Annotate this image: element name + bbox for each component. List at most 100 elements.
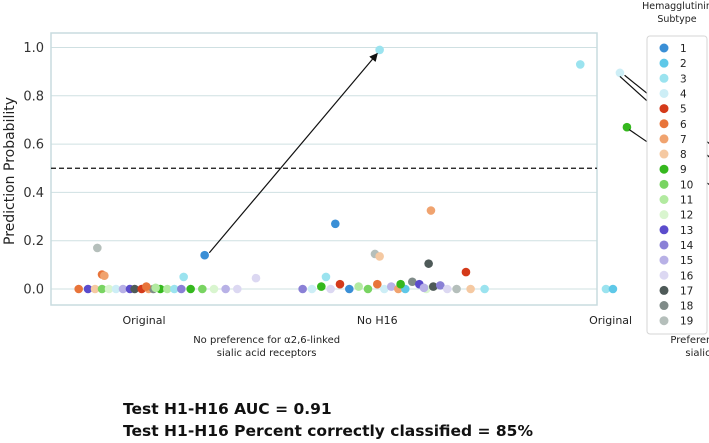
group-label-line1: No preference for α2,6-linked [193, 335, 340, 346]
data-point-h3 [601, 284, 611, 294]
auc-stat: Test H1-H16 AUC = 0.91 [123, 400, 332, 418]
data-point-h4 [307, 284, 317, 294]
data-point-h10 [97, 284, 107, 294]
legend-label: 7 [680, 134, 687, 146]
legend-label: 14 [680, 240, 694, 252]
data-point-h14 [298, 284, 307, 294]
y-tick-label: 0.4 [23, 186, 44, 201]
legend-marker [659, 270, 669, 280]
data-point-h6 [74, 284, 83, 294]
y-tick-labels: 0.0 0.2 0.4 0.6 0.8 1.0 [23, 41, 44, 298]
data-point-h8 [466, 284, 475, 294]
gridlines [51, 47, 597, 290]
legend-marker [659, 73, 669, 83]
legend-label: 5 [680, 104, 687, 116]
percent-correct-stat: Test H1-H16 Percent correctly classified… [123, 422, 533, 440]
data-point-h18 [407, 277, 417, 287]
data-point-h15 [118, 284, 128, 294]
data-point-h6 [373, 279, 382, 289]
legend-marker [659, 240, 669, 250]
legend-marker [659, 255, 669, 265]
legend: HemagglutininSubtype12345678910111213141… [642, 1, 709, 335]
data-point-h16 [251, 273, 261, 283]
data-point-h16 [326, 284, 335, 294]
data-point-h12 [209, 284, 219, 294]
data-point-h4 [615, 68, 625, 78]
group-label-line2: sialic acid receptors [685, 348, 709, 359]
y-tick-label: 0.2 [23, 234, 44, 249]
legend-label: 4 [680, 88, 687, 100]
legend-marker [659, 149, 669, 159]
data-point-h1 [331, 219, 340, 229]
legend-label: 17 [680, 285, 693, 297]
legend-label: 12 [680, 210, 693, 222]
group-label-line1: Preference for α2,6-linked [670, 335, 709, 346]
data-point-h11 [163, 284, 172, 294]
data-point-h5 [461, 267, 471, 277]
data-point-h16 [233, 284, 242, 294]
legend-label: 13 [680, 225, 693, 237]
group-label-line2: sialic acid receptors [217, 348, 317, 359]
category-label: Original [122, 314, 165, 327]
data-point-h12 [104, 284, 114, 294]
legend-label: 1 [680, 43, 687, 55]
data-point-h11 [354, 282, 363, 291]
legend-marker [659, 43, 669, 53]
data-point-h19 [452, 284, 461, 294]
data-point-h17 [428, 282, 438, 291]
legend-label: 9 [680, 164, 687, 176]
legend-title: Subtype [657, 14, 696, 25]
legend-marker [659, 210, 669, 220]
legend-marker [659, 301, 669, 311]
data-point-h15 [386, 282, 396, 291]
legend-marker [659, 225, 669, 235]
data-point-h7 [426, 206, 436, 215]
legend-label: 18 [680, 301, 693, 313]
category-label: No H16 [357, 314, 398, 327]
legend-marker [659, 164, 669, 174]
data-point-h13 [83, 284, 93, 294]
data-point-h6 [142, 282, 151, 291]
data-point-h3 [375, 45, 384, 55]
legend-marker [659, 119, 669, 129]
data-point-h15 [221, 284, 230, 294]
legend-marker [659, 195, 669, 204]
data-point-h3 [480, 284, 489, 294]
legend-label: 3 [680, 73, 687, 85]
data-point-h3 [575, 60, 585, 69]
shift-arrow [208, 52, 378, 254]
data-point-h4 [379, 284, 389, 294]
data-point-h19 [93, 243, 102, 253]
legend-marker [659, 58, 669, 68]
data-point-h11 [151, 283, 160, 293]
legend-label: 11 [680, 195, 693, 207]
data-point-h9 [317, 282, 326, 291]
y-tick-label: 0.6 [23, 138, 44, 153]
legend-marker [659, 134, 669, 144]
legend-label: 10 [680, 179, 693, 191]
data-point-h15 [419, 283, 429, 293]
data-point-h3 [321, 272, 331, 282]
data-point-h8 [90, 284, 100, 294]
category-label: Original [589, 314, 632, 327]
legend-marker [659, 285, 669, 295]
legend-marker [659, 179, 669, 189]
data-point-h17 [130, 284, 139, 294]
data-point-h5 [335, 279, 345, 289]
data-point-h3 [170, 284, 179, 294]
data-point-h8 [375, 252, 384, 261]
data-point-h2 [608, 284, 618, 294]
data-point-h4 [111, 284, 121, 294]
y-tick-label: 0.8 [23, 89, 44, 104]
data-point-h17 [424, 259, 433, 268]
data-point-h3 [179, 272, 188, 282]
legend-label: 16 [680, 270, 694, 282]
data-point-h9 [186, 284, 195, 294]
legend-title: Hemagglutinin [642, 1, 709, 12]
data-point-h10 [363, 284, 373, 294]
data-point-h1 [345, 284, 354, 294]
data-point-h14 [435, 281, 445, 290]
legend-label: 8 [680, 149, 687, 161]
